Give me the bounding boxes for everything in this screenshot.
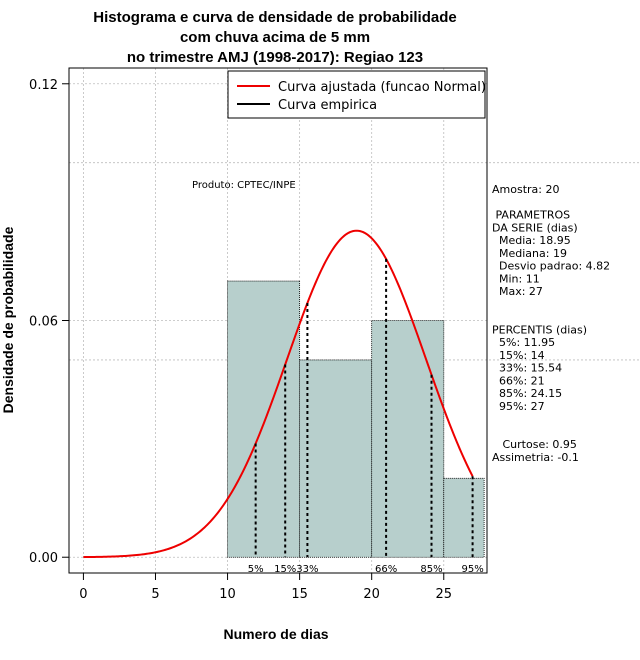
statistics-line: Max: 27 — [492, 285, 543, 298]
source-label: Produto: CPTEC/INPE — [192, 180, 296, 191]
statistics-line: 95%: 27 — [492, 400, 545, 413]
percentile-label: 66% — [375, 564, 397, 575]
x-tick-label: 5 — [151, 587, 159, 602]
x-tick-label: 0 — [79, 587, 87, 602]
x-tick-label: 25 — [435, 587, 452, 602]
y-axis-label: Densidade de probabilidade — [0, 226, 16, 413]
chart-title-line-1: Histograma e curva de densidade de proba… — [93, 9, 456, 26]
histogram-bar — [299, 359, 373, 558]
y-tick-label: 0.00 — [29, 551, 58, 566]
statistics-line: Curtose: 0.95 — [492, 438, 577, 451]
x-tick-label: 20 — [363, 587, 380, 602]
axes: 0 5 10 15 20 25 0.00 0.06 0.12 — [29, 67, 488, 602]
statistics-line: Min: 11 — [492, 272, 540, 285]
statistics-line: Amostra: 20 — [492, 183, 559, 196]
percentile-label: 15% — [274, 564, 296, 575]
chart-title-line-2: com chuva acima de 5 mm — [180, 29, 370, 46]
percentile-label: 33% — [296, 564, 318, 575]
statistics-line: Mediana: 19 — [492, 247, 567, 260]
statistics-line: PERCENTIS (dias) — [492, 323, 587, 336]
statistics-line: PARAMETROS — [492, 209, 570, 222]
statistics-line: DA SERIE (dias) — [492, 221, 578, 234]
statistics-line: Assimetria: -0.1 — [492, 451, 579, 464]
normal-curve — [83, 229, 474, 559]
percentile-label: 85% — [420, 564, 442, 575]
statistics-line: 15%: 14 — [492, 349, 545, 362]
statistics-line: 85%: 24.15 — [492, 387, 562, 400]
legend: Curva ajustada (funcao Normal) Curva emp… — [227, 70, 486, 119]
histogram-bars — [227, 280, 485, 558]
legend-box — [227, 70, 486, 119]
x-tick-label: 10 — [219, 587, 236, 602]
legend-label-empirical: Curva empirica — [278, 98, 377, 113]
statistics-line: 66%: 21 — [492, 374, 545, 387]
normal-curve-layer — [83, 229, 474, 559]
chart-title-line-3: no trimestre AMJ (1998-2017): Regiao 123 — [127, 49, 423, 66]
statistics-line: 5%: 11.95 — [492, 336, 555, 349]
percentile-label: 5% — [248, 564, 264, 575]
y-tick-label: 0.06 — [29, 315, 58, 330]
statistics-line: Media: 18.95 — [492, 234, 571, 247]
statistics-line: 33%: 15.54 — [492, 362, 562, 375]
legend-label-normal: Curva ajustada (funcao Normal) — [278, 80, 486, 95]
percentile-markers: 5% 15% 33% 66% 85% 95% — [248, 258, 484, 575]
histogram-bar — [227, 280, 301, 558]
x-axis-label: Numero de dias — [223, 626, 328, 642]
percentile-label: 95% — [461, 564, 483, 575]
histogram-bar — [443, 477, 485, 558]
statistics-line: Desvio padrao: 4.82 — [492, 260, 610, 273]
x-tick-label: 15 — [291, 587, 308, 602]
histogram-bar — [371, 320, 445, 558]
y-tick-label: 0.12 — [29, 78, 58, 93]
